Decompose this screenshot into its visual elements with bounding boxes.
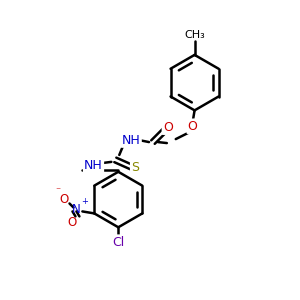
Text: CH₃: CH₃: [184, 30, 205, 40]
Text: +: +: [81, 197, 88, 206]
Text: N: N: [72, 203, 81, 216]
Text: O: O: [163, 121, 173, 134]
Text: Cl: Cl: [112, 236, 124, 249]
Text: S: S: [131, 161, 139, 174]
Text: O: O: [188, 120, 197, 133]
Text: O: O: [68, 216, 77, 229]
Text: NH: NH: [122, 134, 141, 147]
Text: O: O: [59, 193, 68, 206]
Text: ⁻: ⁻: [56, 187, 61, 196]
Text: NH: NH: [84, 159, 103, 172]
